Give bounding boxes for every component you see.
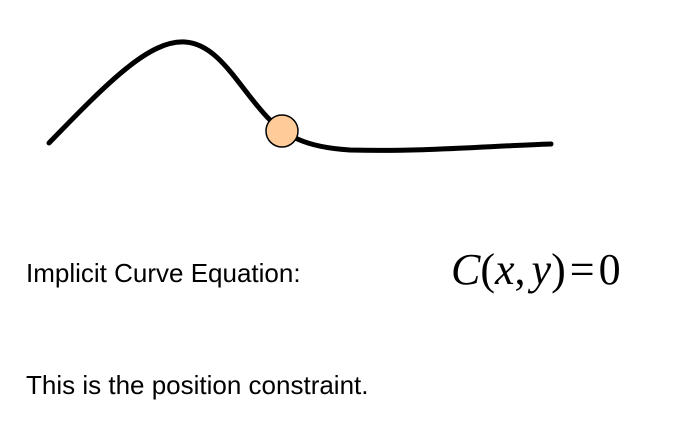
eq-comma: , — [514, 245, 526, 294]
implicit-equation: C(x, y)=0 — [451, 244, 621, 295]
eq-y: y — [531, 245, 552, 294]
eq-close-paren: ) — [551, 245, 566, 294]
eq-function: C — [451, 245, 481, 294]
curve-diagram — [46, 39, 554, 153]
equation-row: Implicit Curve Equation: C(x, y)=0 — [26, 245, 666, 310]
constrained-point — [265, 114, 299, 148]
eq-open-paren: ( — [480, 245, 496, 294]
eq-zero: 0 — [598, 245, 621, 294]
implicit-curve — [46, 39, 554, 153]
eq-x: x — [495, 245, 515, 294]
equation-label: Implicit Curve Equation: — [26, 258, 301, 288]
caption: This is the position constraint. — [26, 370, 369, 400]
eq-equals: = — [569, 245, 595, 294]
